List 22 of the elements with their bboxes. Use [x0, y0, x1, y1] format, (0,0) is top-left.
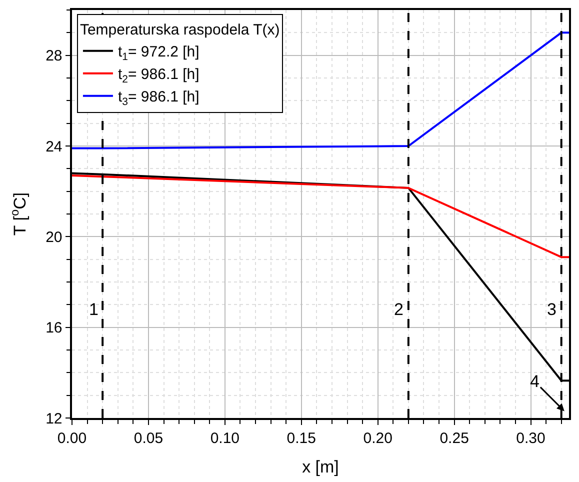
x-tick-label: 0.15 — [286, 430, 316, 447]
x-tick-label: 0.25 — [440, 430, 469, 447]
x-axis-title: x [m] — [302, 458, 339, 477]
y-tick-label: 20 — [46, 228, 62, 246]
y-tick-label: 24 — [46, 138, 62, 156]
annotation: 3 — [547, 300, 556, 319]
x-tick-label: 0.20 — [363, 430, 392, 447]
x-tick-label: 0.10 — [210, 430, 240, 447]
annotation: 2 — [394, 300, 404, 319]
legend-label: t$_{2}$= 986.1 [h] — [118, 66, 200, 86]
y-tick-label: 16 — [46, 320, 62, 337]
y-tick-label: 12 — [46, 410, 62, 428]
legend-title: Temperaturska raspodela T(x) — [80, 22, 280, 39]
legend-label: t$_{3}$= 986.1 [h] — [118, 88, 200, 108]
line-series — [72, 174, 569, 258]
annotation: 1 — [89, 300, 98, 319]
x-tick-label: 0.00 — [57, 430, 87, 447]
annotation: 4 — [530, 372, 540, 391]
y-tick-label: 28 — [46, 48, 62, 65]
x-tick-label: 0.05 — [134, 430, 164, 447]
legend-label: t$_{1}$= 972.2 [h] — [118, 44, 200, 63]
x-tick-label: 0.30 — [516, 430, 546, 447]
